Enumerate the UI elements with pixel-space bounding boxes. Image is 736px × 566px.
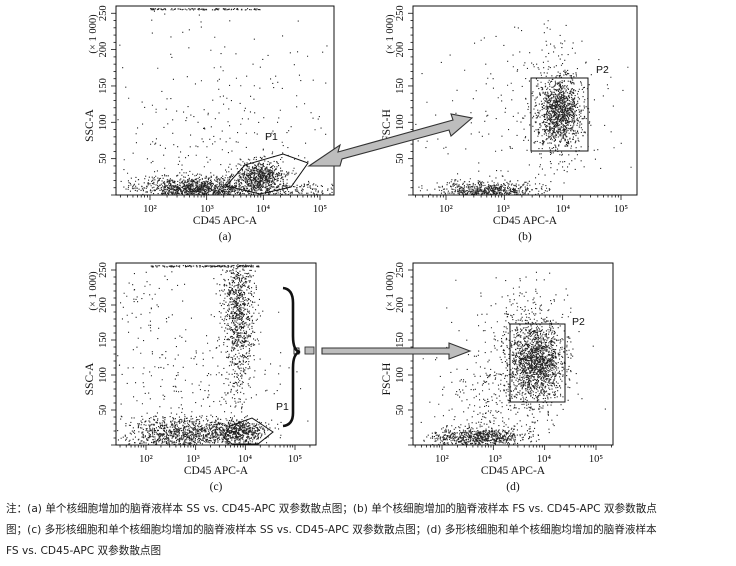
plot-frame <box>115 5 335 196</box>
x-axis-label: CD45 APC-A <box>193 215 258 227</box>
panel-label: (c) <box>210 481 223 493</box>
panel-d: 50 100 150 200 250 10² 10³ 10⁴ 10⁵ CD45 APC-A FSC-… <box>381 262 614 493</box>
arrows-layer <box>307 113 474 360</box>
plot-frame <box>412 5 638 196</box>
brace-bracket <box>282 286 301 428</box>
y-tick-label: 250 <box>395 262 406 278</box>
x-tick-label: 10³ <box>186 454 200 465</box>
panel-a: 50 100 150 200 250 10² 10³ 10⁴ 10⁵ CD45 APC-A SSC-… <box>84 5 335 243</box>
gate-p1 <box>225 153 309 195</box>
y-tick-label: 100 <box>395 367 406 383</box>
caption-line: FS vs. CD45-APC 双参数散点图 <box>6 545 162 557</box>
x-axis-label: CD45 APC-A <box>481 465 546 477</box>
x-tick-label: 10⁵ <box>614 204 629 215</box>
panel-text-layer <box>282 286 315 428</box>
x-tick-label: 10⁴ <box>256 204 271 215</box>
y-axis-label: SSC-A <box>84 362 96 395</box>
x-tick-label: 10⁵ <box>313 204 328 215</box>
y-tick-label: 200 <box>98 42 109 58</box>
gate-label: P1 <box>276 401 289 413</box>
y-tick-label: 150 <box>395 78 406 94</box>
y-tick-label: 250 <box>395 5 406 21</box>
gate-p2 <box>530 77 589 152</box>
y-tick-label: 100 <box>98 114 109 130</box>
panel-c: 50 100 150 200 250 10² 10³ 10⁴ 10⁵ CD45 APC-A SSC-… <box>84 262 317 493</box>
scatter-dots-layer <box>117 8 632 446</box>
y-tick-label: 150 <box>98 78 109 94</box>
scatter-points <box>117 8 632 446</box>
y-axis-label: FSC-H <box>381 363 393 396</box>
x-tick-label: 10⁴ <box>238 454 253 465</box>
y-tick-label: 50 <box>98 153 109 164</box>
x-tick-label: 10³ <box>488 454 502 465</box>
y-tick-label: 250 <box>98 262 109 278</box>
y-axis-label: FSC-H <box>381 109 393 142</box>
y-tick-label: 100 <box>395 114 406 130</box>
y-tick-label: 150 <box>395 332 406 348</box>
y-axis-multiplier: (× 1 000) <box>88 271 99 311</box>
gate-label: P2 <box>572 316 585 328</box>
y-axis-multiplier: (× 1 000) <box>88 14 99 54</box>
y-tick-label: 200 <box>98 297 109 313</box>
panel-frames-layer: 50 100 150 200 250 10² 10³ 10⁴ 10⁵ CD45 APC-A SSC-… <box>84 5 638 493</box>
x-tick-label: 10³ <box>496 204 510 215</box>
y-axis-multiplier: (× 1 000) <box>385 271 396 311</box>
y-tick-label: 200 <box>395 297 406 313</box>
y-axis-label: SSC-A <box>84 109 96 142</box>
brace-connector <box>293 347 300 355</box>
x-tick-label: 10² <box>439 204 453 215</box>
x-tick-label: 10³ <box>200 204 214 215</box>
x-tick-label: 10⁴ <box>537 454 552 465</box>
caption-line: 注：(a) 单个核细胞增加的脑脊液样本 SS vs. CD45-APC 双参数散… <box>6 503 657 515</box>
x-axis-label: CD45 APC-A <box>493 215 558 227</box>
y-axis-multiplier: (× 1 000) <box>385 14 396 54</box>
figure-caption: 注：(a) 单个核细胞增加的脑脊液样本 SS vs. CD45-APC 双参数散… <box>6 499 730 562</box>
caption-line: 图；(c) 多形核细胞和单个核细胞均增加的脑脊液样本 SS vs. CD45-A… <box>6 524 657 536</box>
x-tick-label: 10⁴ <box>556 204 571 215</box>
y-tick-label: 100 <box>98 367 109 383</box>
y-tick-label: 250 <box>98 5 109 21</box>
double-headed-arrow <box>307 113 474 167</box>
flow-cytometry-figure: 50 100 150 200 250 10² 10³ 10⁴ 10⁵ CD45 APC-A SSC-… <box>84 5 638 493</box>
arrow-tail-box <box>304 346 315 355</box>
right-arrow <box>321 342 472 360</box>
gate-p1 <box>223 417 274 445</box>
y-tick-label: 200 <box>395 42 406 58</box>
panel-label: (d) <box>506 481 520 493</box>
x-tick-label: 10² <box>435 454 449 465</box>
y-tick-label: 50 <box>395 405 406 416</box>
y-tick-label: 50 <box>98 405 109 416</box>
gate-label: P1 <box>265 131 278 143</box>
panel-b: 50 100 150 200 250 10² 10³ 10⁴ 10⁵ CD45 APC-A FSC-… <box>381 5 638 243</box>
panel-label: (b) <box>518 231 532 243</box>
x-tick-label: 10² <box>143 204 157 215</box>
x-axis-label: CD45 APC-A <box>184 465 249 477</box>
gate-p2 <box>509 323 566 403</box>
x-tick-label: 10⁵ <box>288 454 303 465</box>
x-tick-label: 10² <box>139 454 153 465</box>
y-tick-label: 150 <box>98 332 109 348</box>
panel-label: (a) <box>219 231 232 243</box>
x-tick-label: 10⁵ <box>589 454 604 465</box>
y-tick-label: 50 <box>395 153 406 164</box>
gate-label: P2 <box>596 64 609 76</box>
plot-frame <box>115 262 317 446</box>
